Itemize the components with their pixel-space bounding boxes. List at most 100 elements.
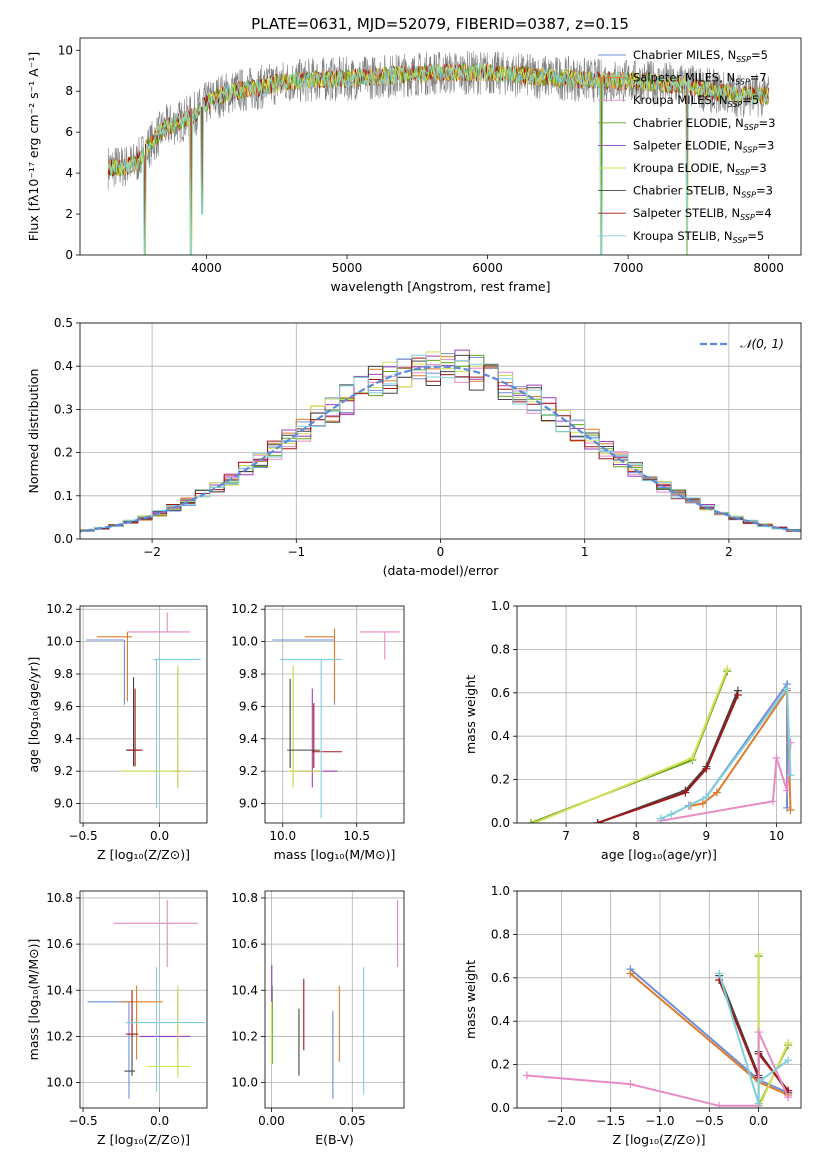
mass_vs_ebv-xlabel: E(B-V) — [315, 1132, 354, 1147]
legend-suffix: =7 — [750, 71, 767, 85]
weight-marker-krou_miles — [754, 1028, 763, 1037]
weight-marker-krou_miles — [786, 738, 795, 747]
legend-label-chab_stelib: Chabrier STELIB, NSSP=3 — [633, 184, 773, 200]
age_vs_Z-ylabel: age [log₁₀(age/yr)] — [26, 657, 41, 773]
spectrum-xtick-label: 6000 — [472, 261, 503, 275]
mass_vs_Z-xtick-label: −0.5 — [68, 1114, 97, 1128]
legend-suffix: =5 — [747, 229, 764, 243]
legend-suffix: =5 — [751, 48, 768, 62]
weight_vs_age-xtick-label: 9 — [703, 829, 711, 843]
spectrum-ytick-label: 2 — [65, 207, 73, 221]
legend-subscript: SSP — [743, 145, 758, 154]
weight-marker-krou_elodie — [784, 1038, 793, 1047]
weight_vs_age-ytick-label: 0.6 — [491, 686, 510, 700]
legend-label-krou_stelib: Kroupa STELIB, NSSP=5 — [633, 229, 764, 245]
weight-marker-chab_elodie — [527, 819, 536, 823]
spectrum-xtick-label: 8000 — [753, 261, 784, 275]
legend-label-krou_elodie: Kroupa ELODIE, NSSP=3 — [633, 161, 767, 177]
weight-marker-krou_stelib — [702, 792, 711, 801]
age_vs_mass-ytick-label: 9.8 — [239, 667, 258, 681]
legend-suffix: =5 — [742, 93, 759, 107]
age_vs_Z-plot-area — [86, 612, 201, 809]
weight_vs_Z-ytick-label: 1.0 — [491, 884, 510, 898]
spectrum-ylabel: Flux [fλ10⁻¹⁷ erg cm⁻² s⁻¹ A⁻¹] — [26, 52, 41, 241]
spectrum-ytick-label: 0 — [65, 248, 73, 262]
weight-marker-krou_elodie — [754, 949, 763, 958]
age_vs_mass-ytick-label: 10.2 — [231, 602, 258, 616]
legend-label-gaussian: 𝒩(0, 1) — [740, 337, 784, 351]
weight-line-krou_elodie — [757, 953, 790, 1108]
mass_vs_ebv-xtick-label: 0.00 — [258, 1114, 285, 1128]
age_vs_mass-frame — [264, 605, 405, 824]
weight-marker-krou_stelib — [786, 771, 795, 780]
age_vs_Z-frame — [79, 605, 208, 824]
residuals-xtick-label: −2 — [143, 545, 161, 559]
weight-marker-krou_stelib — [656, 814, 665, 823]
legend-label-salp_elodie: Salpeter ELODIE, NSSP=3 — [633, 138, 774, 154]
legend-text: Chabrier MILES, N — [633, 48, 736, 62]
weight-marker-krou_miles — [715, 1101, 724, 1108]
weight_vs_age-plot-area — [527, 664, 795, 823]
weight_vs_Z-xtick-label: −1.0 — [645, 1114, 674, 1128]
spectrum-xtick-label: 4000 — [191, 261, 222, 275]
weight_vs_age-frame — [516, 605, 802, 824]
weight-marker-salp_miles — [626, 969, 635, 978]
weight-marker-salp_miles — [698, 799, 707, 808]
weight_vs_Z-ytick-label: 0.0 — [491, 1101, 510, 1115]
weight-marker-salp_stelib — [702, 764, 711, 773]
age_vs_Z-ytick-label: 9.2 — [54, 764, 73, 778]
weight_vs_age-ytick-label: 0.2 — [491, 773, 510, 787]
weight_vs_age-ytick-label: 1.0 — [491, 599, 510, 613]
legend-subscript: SSP — [728, 100, 743, 109]
weight_vs_Z-ylabel: mass weight — [463, 960, 478, 1039]
weight-marker-krou_miles — [522, 1071, 531, 1080]
weight_vs_Z-xtick-label: −0.5 — [695, 1114, 724, 1128]
age_vs_Z-ytick-label: 9.6 — [54, 699, 73, 713]
age_vs_mass-ytick-label: 9.6 — [239, 699, 258, 713]
mass_vs_Z-plot-area — [87, 900, 206, 1099]
mass_vs_ebv-ytick-label: 10.6 — [231, 937, 258, 951]
age_vs_Z-ytick-label: 9.0 — [54, 797, 73, 811]
legend-subscript: SSP — [741, 191, 756, 200]
mass_vs_ebv-ytick-label: 10.8 — [231, 891, 258, 905]
mass_vs_Z-ylabel: mass [log₁₀(M/M⊙)] — [26, 939, 41, 1061]
spectrum-xtick-label: 5000 — [332, 261, 363, 275]
age_vs_mass-ytick-label: 9.0 — [239, 797, 258, 811]
weight_vs_Z-ytick-label: 0.4 — [491, 1014, 510, 1028]
mass_vs_Z-ytick-label: 10.8 — [46, 891, 73, 905]
legend-subscript: SSP — [744, 123, 759, 132]
residuals-xlabel: (data-model)/error — [383, 563, 500, 578]
mass_vs_ebv-ytick-label: 10.2 — [231, 1029, 258, 1043]
legend-text: Kroupa ELODIE, N — [633, 161, 735, 175]
legend-suffix: =3 — [759, 116, 776, 130]
legend-subscript: SSP — [736, 55, 751, 64]
spectrum-xlabel: wavelength [Angstrom, rest frame] — [330, 279, 550, 294]
weight-marker-krou_miles — [768, 797, 777, 806]
residuals-ytick-label: 0.1 — [54, 489, 73, 503]
mass_vs_Z-ytick-label: 10.0 — [46, 1076, 73, 1090]
age_vs_Z-ytick-label: 9.4 — [54, 732, 73, 746]
residuals-xtick-label: 0 — [437, 545, 445, 559]
legend-text: Salpeter MILES, N — [633, 71, 735, 85]
weight-marker-krou_miles — [784, 1093, 793, 1102]
weight-marker-krou_stelib — [715, 969, 724, 978]
weight_vs_age-ytick-label: 0.8 — [491, 642, 510, 656]
spectrum-ytick-label: 4 — [65, 166, 73, 180]
residuals-xtick-label: 2 — [725, 545, 733, 559]
weight_vs_age-xtick-label: 7 — [562, 829, 570, 843]
age_vs_mass-xtick-label: 10.5 — [343, 829, 370, 843]
weight_vs_Z-xtick-label: −2.0 — [547, 1114, 576, 1128]
mass_vs_ebv-ytick-label: 10.0 — [231, 1076, 258, 1090]
weight-marker-krou_stelib — [754, 1077, 763, 1086]
legend-subscript: SSP — [735, 78, 750, 87]
weight-line-chab_stelib — [597, 690, 739, 823]
legend-suffix: =3 — [757, 138, 774, 152]
spectrum-xtick-label: 7000 — [613, 261, 644, 275]
weight-marker-krou_stelib — [667, 810, 676, 819]
weight-marker-krou_stelib — [754, 1099, 763, 1108]
weight_vs_age-xtick-label: 8 — [632, 829, 640, 843]
mass_vs_ebv-frame — [264, 890, 405, 1109]
age_vs_Z-ytick-label: 10.0 — [46, 635, 73, 649]
age_vs_mass-xlabel: mass [log₁₀(M/M⊙)] — [274, 847, 396, 862]
residuals-ytick-label: 0.3 — [54, 402, 73, 416]
